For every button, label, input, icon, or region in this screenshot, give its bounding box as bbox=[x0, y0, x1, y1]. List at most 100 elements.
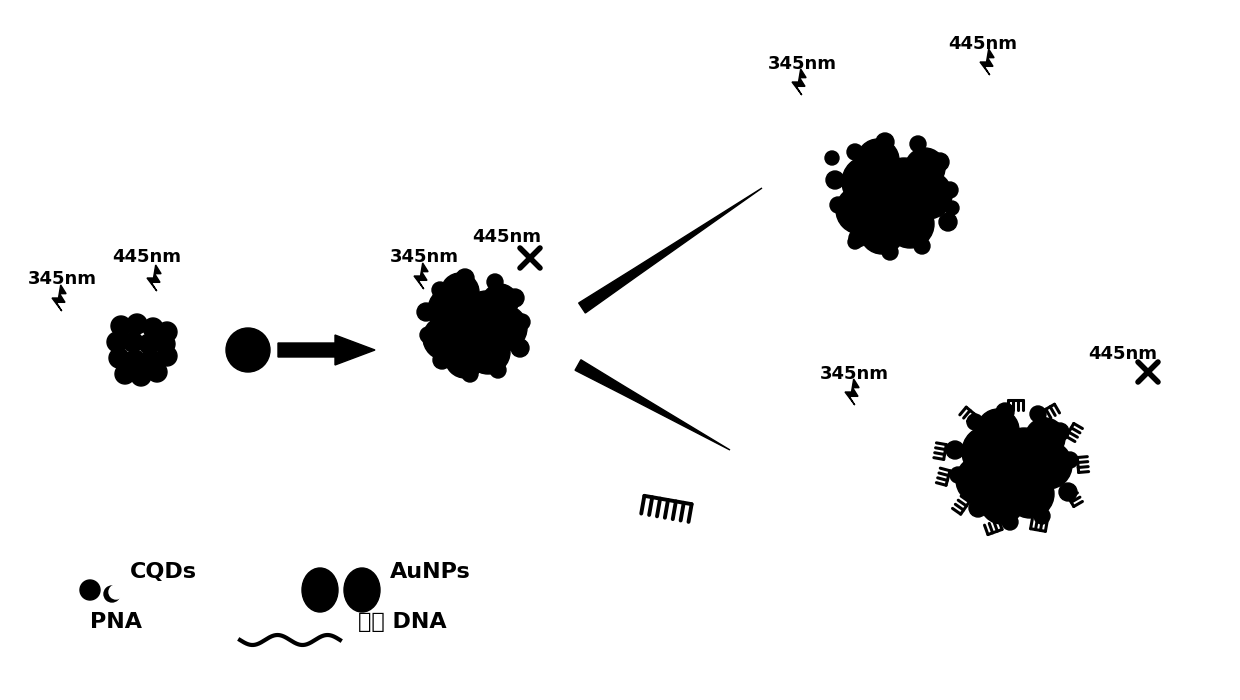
Circle shape bbox=[904, 171, 952, 219]
Circle shape bbox=[104, 586, 120, 602]
Circle shape bbox=[139, 334, 159, 354]
Circle shape bbox=[155, 334, 175, 354]
Text: 445nm: 445nm bbox=[949, 35, 1017, 53]
Circle shape bbox=[1059, 483, 1078, 501]
Circle shape bbox=[836, 186, 884, 234]
Circle shape bbox=[875, 133, 894, 151]
Circle shape bbox=[956, 456, 1004, 504]
Circle shape bbox=[465, 291, 507, 333]
Circle shape bbox=[931, 153, 949, 171]
Circle shape bbox=[131, 366, 151, 386]
Circle shape bbox=[157, 346, 177, 366]
Circle shape bbox=[882, 244, 898, 260]
Text: 445nm: 445nm bbox=[472, 228, 541, 246]
Circle shape bbox=[81, 580, 100, 600]
Circle shape bbox=[428, 286, 476, 334]
Circle shape bbox=[157, 322, 177, 342]
Circle shape bbox=[847, 144, 863, 160]
Circle shape bbox=[999, 455, 1037, 493]
Circle shape bbox=[967, 414, 983, 430]
Circle shape bbox=[515, 314, 529, 330]
Circle shape bbox=[148, 362, 167, 382]
Circle shape bbox=[887, 200, 934, 248]
Circle shape bbox=[1061, 452, 1078, 468]
Circle shape bbox=[432, 282, 448, 298]
Circle shape bbox=[914, 238, 930, 254]
Text: PNA: PNA bbox=[91, 612, 143, 632]
Circle shape bbox=[1030, 406, 1047, 422]
Text: 目标 DNA: 目标 DNA bbox=[358, 612, 446, 632]
Circle shape bbox=[1025, 418, 1065, 458]
Circle shape bbox=[1034, 508, 1050, 524]
Polygon shape bbox=[579, 188, 763, 313]
Text: 345nm: 345nm bbox=[768, 55, 837, 73]
Circle shape bbox=[830, 197, 846, 213]
Circle shape bbox=[433, 351, 451, 369]
Circle shape bbox=[445, 338, 485, 378]
Circle shape bbox=[1002, 514, 1018, 530]
Circle shape bbox=[1002, 428, 1047, 472]
Circle shape bbox=[490, 362, 506, 378]
Circle shape bbox=[226, 328, 270, 372]
Circle shape bbox=[950, 467, 966, 483]
Circle shape bbox=[441, 273, 479, 311]
Circle shape bbox=[939, 213, 957, 231]
Circle shape bbox=[842, 156, 894, 208]
Circle shape bbox=[123, 332, 143, 352]
Circle shape bbox=[996, 403, 1014, 421]
Circle shape bbox=[879, 185, 918, 223]
Polygon shape bbox=[792, 69, 806, 95]
Circle shape bbox=[115, 364, 135, 384]
Circle shape bbox=[456, 269, 474, 287]
Circle shape bbox=[420, 327, 436, 343]
Circle shape bbox=[910, 136, 926, 152]
Circle shape bbox=[511, 339, 529, 357]
Text: 345nm: 345nm bbox=[29, 270, 97, 288]
Text: 445nm: 445nm bbox=[1087, 345, 1157, 363]
Ellipse shape bbox=[343, 568, 379, 612]
Circle shape bbox=[107, 332, 126, 352]
Circle shape bbox=[487, 274, 503, 290]
Text: 345nm: 345nm bbox=[820, 365, 889, 383]
Circle shape bbox=[962, 426, 1014, 478]
Polygon shape bbox=[414, 263, 428, 289]
Polygon shape bbox=[844, 379, 859, 405]
Circle shape bbox=[458, 312, 494, 348]
Circle shape bbox=[417, 303, 435, 321]
Circle shape bbox=[126, 314, 148, 334]
Circle shape bbox=[466, 330, 510, 374]
Circle shape bbox=[848, 235, 862, 249]
Polygon shape bbox=[52, 285, 66, 311]
Circle shape bbox=[481, 305, 527, 351]
Circle shape bbox=[1006, 470, 1054, 518]
Circle shape bbox=[1024, 441, 1073, 489]
Circle shape bbox=[905, 148, 945, 188]
Circle shape bbox=[112, 316, 131, 336]
Circle shape bbox=[463, 366, 477, 382]
Circle shape bbox=[849, 229, 867, 247]
Circle shape bbox=[882, 158, 926, 202]
Circle shape bbox=[861, 210, 904, 254]
Circle shape bbox=[825, 151, 839, 165]
Text: CQDs: CQDs bbox=[130, 562, 197, 582]
Circle shape bbox=[109, 348, 129, 368]
Text: 345nm: 345nm bbox=[391, 248, 459, 266]
Circle shape bbox=[942, 182, 959, 198]
Ellipse shape bbox=[303, 568, 339, 612]
Circle shape bbox=[1052, 423, 1069, 441]
Polygon shape bbox=[575, 360, 730, 450]
Circle shape bbox=[143, 318, 162, 338]
FancyArrow shape bbox=[278, 335, 374, 365]
Circle shape bbox=[968, 499, 987, 517]
Polygon shape bbox=[980, 49, 994, 75]
Circle shape bbox=[977, 409, 1019, 451]
Circle shape bbox=[109, 585, 123, 599]
Circle shape bbox=[125, 350, 145, 370]
Circle shape bbox=[482, 284, 518, 320]
Circle shape bbox=[506, 289, 525, 307]
Circle shape bbox=[980, 480, 1024, 524]
Circle shape bbox=[857, 139, 899, 181]
Circle shape bbox=[946, 441, 963, 459]
Text: 445nm: 445nm bbox=[112, 248, 181, 266]
Polygon shape bbox=[148, 265, 161, 291]
